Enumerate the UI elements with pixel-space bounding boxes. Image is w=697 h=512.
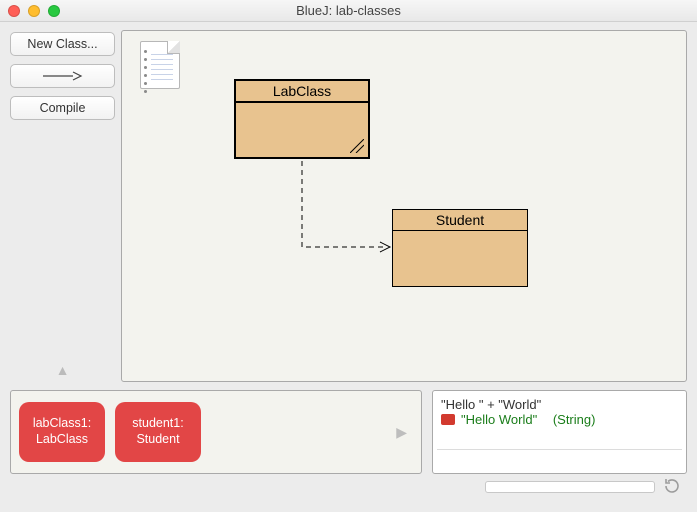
compile-button[interactable]: Compile [10,96,115,120]
collapse-icon[interactable]: ▲ [56,362,70,378]
new-class-button[interactable]: New Class... [10,32,115,56]
reset-vm-icon[interactable] [663,478,683,497]
arrow-icon [41,70,85,82]
codepad-result-type: (String) [553,412,596,427]
codepad[interactable]: "Hello " + "World" "Hello World" (String… [432,390,687,474]
object-name: student1: [132,416,183,432]
close-icon[interactable] [8,5,20,17]
zoom-icon[interactable] [48,5,60,17]
class-name-label: LabClass [236,81,368,103]
object-instance-student1[interactable]: student1: Student [115,402,201,462]
inheritance-arrow-button[interactable] [10,64,115,88]
uncompiled-stripes-icon [350,139,364,153]
window-controls [8,5,60,17]
class-box-labclass[interactable]: LabClass [234,79,370,159]
class-name-label: Student [393,210,527,231]
class-box-student[interactable]: Student [392,209,528,287]
progress-bar [485,481,655,493]
main-area: New Class... Compile ▲ LabClass Student [0,22,697,382]
class-diagram-canvas[interactable]: LabClass Student [121,30,687,382]
codepad-result-row: "Hello World" (String) [441,412,678,427]
sidebar: New Class... Compile ▲ [10,30,115,382]
codepad-input[interactable] [437,449,682,469]
codepad-echo-text: "Hello " + "World" [441,397,541,412]
object-result-icon [441,414,455,425]
object-type: Student [136,432,179,448]
codepad-result-value: "Hello World" [461,412,537,427]
object-type: LabClass [36,432,88,448]
readme-doc-icon[interactable] [140,41,180,89]
run-icon[interactable]: ▶ [396,424,407,441]
minimize-icon[interactable] [28,5,40,17]
dependency-arrow [122,31,682,381]
status-bar [0,474,697,498]
object-instance-labclass1[interactable]: labClass1: LabClass [19,402,105,462]
object-bench[interactable]: labClass1: LabClass student1: Student ▶ [10,390,422,474]
object-name: labClass1: [33,416,91,432]
bottom-panels: labClass1: LabClass student1: Student ▶ … [0,382,697,474]
codepad-echo-row: "Hello " + "World" [441,397,678,412]
window-title: BlueJ: lab-classes [0,3,697,18]
titlebar: BlueJ: lab-classes [0,0,697,22]
